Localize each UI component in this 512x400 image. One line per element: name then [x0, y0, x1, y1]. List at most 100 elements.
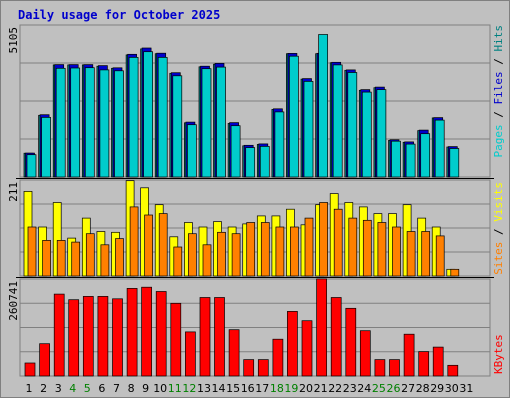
bar-hits-pages-day-13 [201, 68, 212, 178]
day-label: 15 [226, 382, 240, 395]
day-label: 24 [357, 382, 371, 395]
bar-kbytes-kbytes-day-21 [316, 278, 327, 377]
bar-hits-pages-day-29 [434, 119, 445, 178]
day-label: 31 [459, 382, 473, 395]
bar-visits-sites-day-24 [362, 219, 372, 277]
bar-hits-pages-day-27 [405, 143, 416, 178]
day-label: 28 [416, 382, 430, 395]
bar-kbytes-kbytes-day-19 [287, 311, 298, 377]
day-label: 1 [26, 382, 33, 395]
bar-kbytes-kbytes-day-20 [301, 320, 313, 377]
bar-kbytes-kbytes-day-22 [330, 297, 342, 377]
bar-kbytes-kbytes-day-17 [257, 359, 269, 377]
bar-kbytes-kbytes-day-30 [447, 364, 459, 377]
bar-kbytes-kbytes-day-25 [374, 359, 386, 377]
bar-visits-sites-day-23 [348, 217, 358, 277]
day-label: 3 [55, 382, 62, 395]
day-label: 26 [387, 382, 401, 395]
bar-visits-sites-day-6 [100, 244, 110, 277]
day-label: 29 [430, 382, 444, 395]
bar-visits-sites-day-4 [71, 241, 81, 277]
legend-kbytes: KBytes [492, 334, 505, 374]
bar-hits-pages-day-3 [55, 67, 66, 178]
day-label: 20 [299, 382, 313, 395]
bar-visits-sites-day-5 [85, 233, 95, 277]
day-label: 14 [212, 382, 226, 395]
bar-kbytes-kbytes-day-4 [68, 299, 80, 377]
bar-hits-pages-day-4 [70, 67, 81, 178]
bar-hits-pages-day-16 [245, 147, 256, 178]
day-label: 23 [343, 382, 357, 395]
bar-visits-sites-day-26 [392, 226, 401, 277]
bar-visits-sites-day-15 [231, 233, 241, 277]
bar-hits-pages-day-30 [449, 148, 460, 178]
day-label: 8 [128, 382, 135, 395]
legend-hits: Pages / Files / Hits [492, 25, 505, 158]
bar-kbytes-kbytes-day-6 [97, 296, 109, 377]
legend-entry: / [492, 52, 505, 72]
day-label: 11 [168, 382, 182, 395]
panel-visits: 211 Sites / Visits [7, 179, 505, 277]
bar-kbytes-kbytes-day-29 [432, 346, 444, 377]
legend-entry: Pages [492, 124, 505, 157]
bar-kbytes-kbytes-day-3 [53, 293, 65, 377]
bar-visits-sites-day-29 [435, 235, 445, 277]
bar-visits-sites-day-21 [319, 202, 328, 277]
bar-kbytes-kbytes-day-11 [170, 302, 182, 377]
bar-visits-sites-day-3 [56, 240, 66, 277]
bar-hits-pages-day-19 [289, 55, 299, 178]
y-max-label: 211 [7, 182, 20, 202]
bar-hits-pages-day-9 [143, 51, 153, 178]
bar-visits-sites-day-27 [406, 231, 416, 277]
panel-hits: 5105 Pages / Files / Hits [7, 24, 505, 178]
bar-hits-pages-day-12 [187, 124, 197, 178]
bar-visits-sites-day-8 [129, 206, 139, 277]
day-label: 10 [153, 382, 167, 395]
bar-hits-pages-day-18 [274, 111, 285, 178]
bar-visits-sites-day-22 [333, 208, 343, 277]
bar-kbytes-kbytes-day-28 [418, 351, 430, 377]
day-label: 4 [69, 382, 76, 395]
bar-visits-sites-day-11 [173, 246, 183, 277]
chart-title: Daily usage for October 2025 [18, 8, 220, 22]
bar-kbytes-kbytes-day-9 [141, 286, 152, 377]
bar-kbytes-kbytes-day-10 [155, 291, 167, 377]
bar-hits-pages-day-21 [318, 34, 328, 178]
legend-entry: / [492, 105, 505, 125]
day-label: 16 [241, 382, 255, 395]
bar-kbytes-kbytes-day-2 [39, 343, 50, 377]
bar-visits-sites-day-13 [202, 244, 212, 277]
legend-entry: Files [492, 71, 505, 104]
day-label: 2 [40, 382, 47, 395]
bar-visits-sites-day-1 [27, 226, 37, 277]
bar-hits-pages-day-17 [259, 146, 270, 178]
bar-kbytes-kbytes-day-5 [82, 296, 94, 377]
bar-visits-sites-day-30 [450, 268, 460, 277]
bar-visits-sites-day-10 [158, 213, 168, 277]
day-label: 19 [284, 382, 298, 395]
day-label: 25 [372, 382, 386, 395]
bar-visits-sites-day-19 [290, 226, 299, 277]
bar-hits-pages-day-26 [391, 140, 401, 178]
y-max-label: 260741 [7, 281, 20, 321]
bar-kbytes-kbytes-day-27 [403, 333, 415, 377]
bar-visits-sites-day-20 [304, 217, 314, 277]
bar-hits-pages-day-5 [84, 67, 95, 178]
chart-panels: 5105 Pages / Files / Hits 211 Sites / Visit… [7, 24, 505, 377]
bar-hits-pages-day-15 [230, 125, 241, 178]
bar-hits-pages-day-1 [26, 154, 37, 178]
bar-kbytes-kbytes-day-24 [359, 330, 371, 377]
bar-hits-pages-day-28 [420, 133, 431, 178]
bar-kbytes-kbytes-day-13 [199, 297, 211, 377]
bar-kbytes-kbytes-day-26 [389, 359, 400, 377]
bar-hits-pages-day-10 [157, 57, 168, 178]
bar-visits-sites-day-16 [246, 222, 256, 277]
legend-entry: Visits [492, 182, 505, 222]
legend-entry: KBytes [492, 334, 505, 374]
day-label: 30 [445, 382, 459, 395]
legend-entry: Hits [492, 25, 505, 52]
bar-kbytes-kbytes-day-16 [243, 359, 255, 377]
day-label: 7 [113, 382, 120, 395]
bar-visits-sites-day-7 [115, 238, 124, 277]
